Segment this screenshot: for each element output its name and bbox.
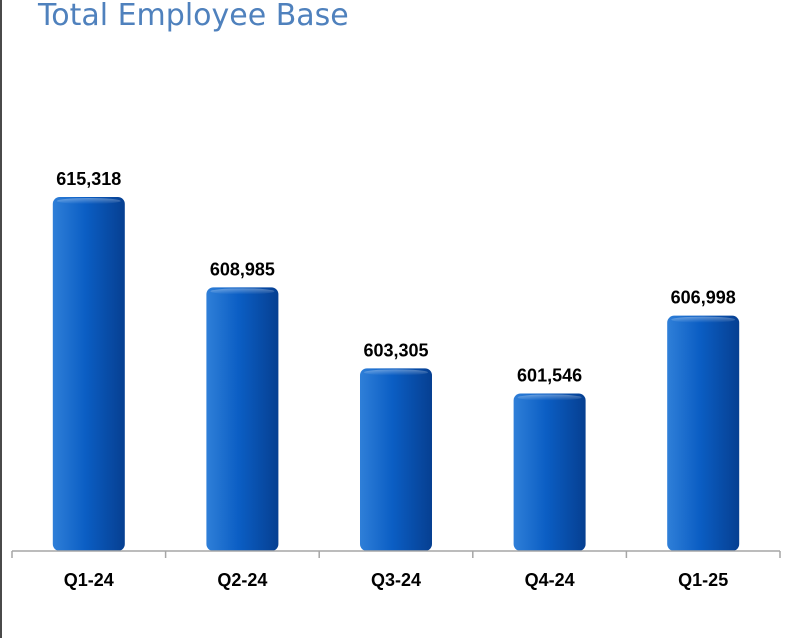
x-axis [11,550,781,558]
x-tick-label: Q1-24 [64,570,114,590]
data-label: 608,985 [210,259,275,279]
data-label: 615,318 [56,169,121,189]
x-tick-label: Q3-24 [371,570,421,590]
bar-cap-highlight [517,394,582,401]
data-label: 601,546 [517,365,582,385]
bar-cap-highlight [56,198,121,204]
x-tick-label: Q4-24 [525,570,575,590]
bar-q1-25 [667,315,740,551]
x-tick-label: Q1-25 [678,570,728,590]
left-border-rule [0,0,2,638]
bar-q4-24 [513,393,586,551]
bar-q2-24 [206,287,279,551]
data-label: 603,305 [363,340,428,360]
bar-cap-highlight [671,316,736,323]
x-tick-label: Q2-24 [217,570,267,590]
bar-cap-highlight [210,288,275,295]
bar-q3-24 [360,368,432,551]
data-label: 606,998 [671,288,736,308]
bar-cap-highlight [364,369,428,376]
chart-title: Total Employee Base [38,0,349,33]
data-labels-group: 615,318 Q1-24 608,985 Q2-24 603,305 Q3-24 601,… [56,169,735,590]
bar-q1-24 [52,197,125,551]
bars-group [52,197,740,551]
